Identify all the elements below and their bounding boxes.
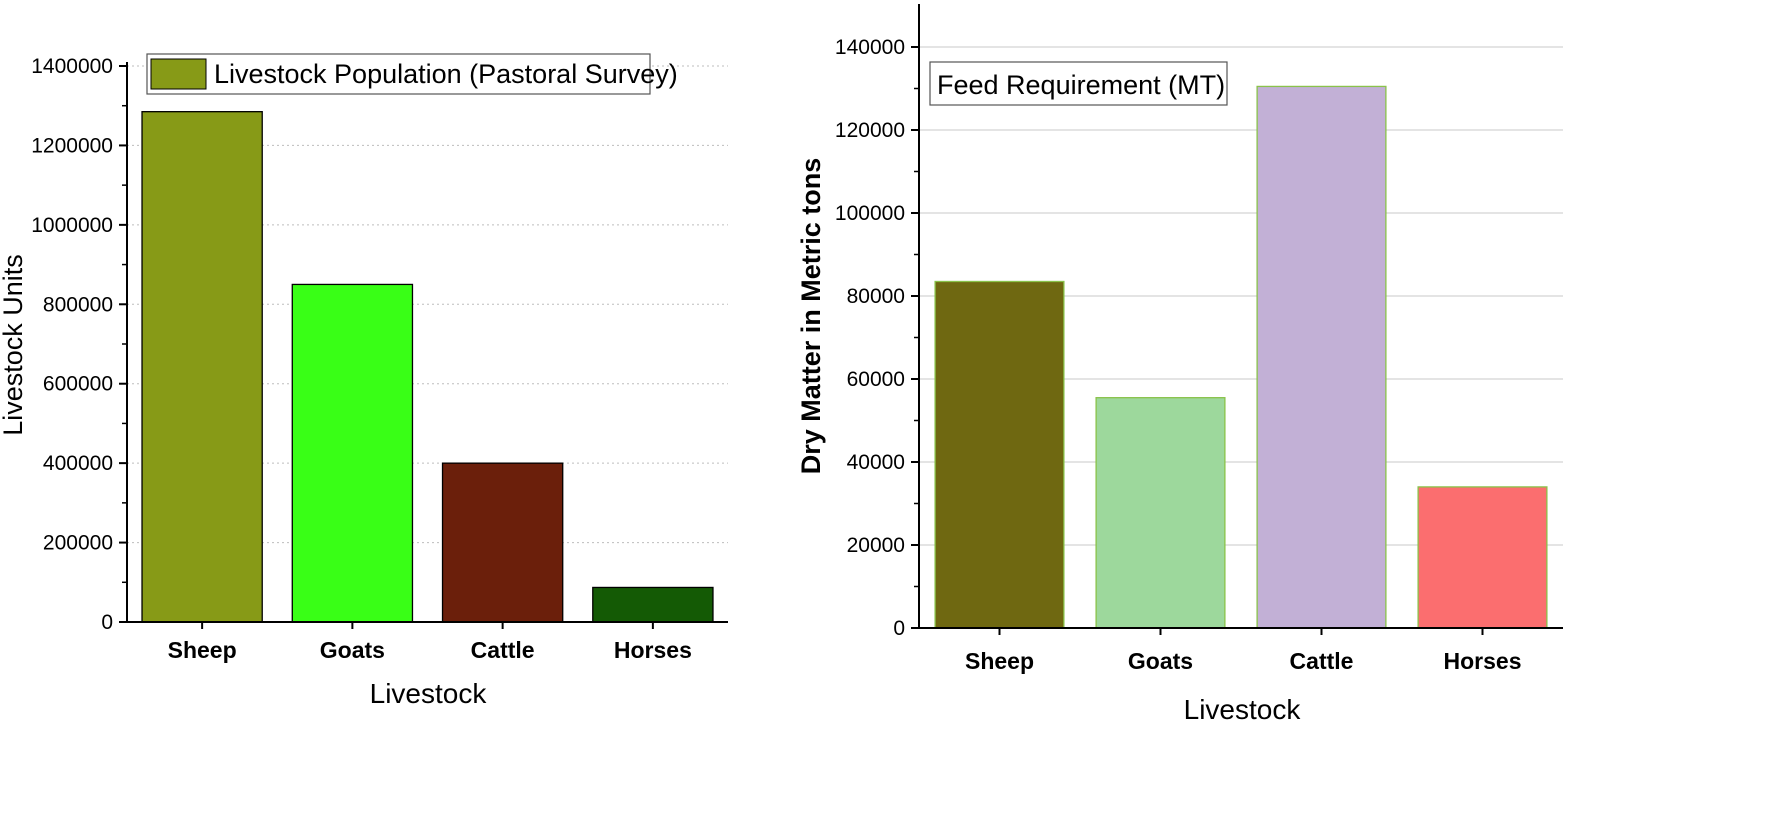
chart1-y-tick-label: 1400000 <box>31 55 113 78</box>
chart2-legend-label: Feed Requirement (MT) <box>937 70 1225 100</box>
chart2-y-tick-label: 0 <box>893 617 905 640</box>
chart2-bar-horses <box>1417 486 1548 629</box>
chart1-y-axis-label: Livestock Units <box>0 254 28 436</box>
chart2-y-tick-label: 100000 <box>835 202 905 225</box>
chart1-bar-goats <box>291 283 414 623</box>
chart1-y-tick-label: 600000 <box>43 373 113 396</box>
chart1-legend-label: Livestock Population (Pastoral Survey) <box>214 59 678 89</box>
chart1-y-tick-label: 400000 <box>43 452 113 475</box>
chart1-y-tick-label: 800000 <box>43 293 113 316</box>
chart1-y-ticks: 0 200000 400000 600000 800000 1000000 1200000 1… <box>31 55 127 634</box>
chart2-x-tick-label: Horses <box>1444 648 1522 674</box>
chart1-x-tick-label: Sheep <box>168 637 237 663</box>
chart1-x-tick-label: Cattle <box>471 637 535 663</box>
chart2-legend-box <box>929 61 1228 106</box>
chart1-y-tick-label: 0 <box>101 611 113 634</box>
chart2-bar-goats <box>1095 397 1226 629</box>
chart1-legend: Livestock Population (Pastoral Survey) <box>146 53 678 95</box>
chart1-bars <box>141 111 714 623</box>
chart2-y-tick-label: 40000 <box>847 451 905 474</box>
chart2-bars <box>934 85 1548 629</box>
chart1-y-tick-label: 1200000 <box>31 134 113 157</box>
chart1-bar-sheep <box>141 111 263 623</box>
chart2-x-axis-label: Livestock <box>1184 694 1302 725</box>
chart1-y-tick-label: 200000 <box>43 532 113 555</box>
chart1-y-tick-label: 1000000 <box>31 214 113 237</box>
chart2-bar-sheep <box>934 280 1065 629</box>
chart1-bar-cattle <box>441 462 564 623</box>
chart2-legend: Feed Requirement (MT) <box>929 61 1228 106</box>
chart2-y-tick-label: 60000 <box>847 368 905 391</box>
chart1-x-tick-label: Goats <box>320 637 385 663</box>
chart1-legend-box <box>146 53 651 95</box>
chart1-x-ticks: Sheep Goats Cattle Horses <box>168 622 692 663</box>
chart2-x-tick-label: Cattle <box>1290 648 1354 674</box>
chart2-y-ticks: 0 20000 40000 60000 80000 100000 120000 140000 <box>835 36 919 640</box>
chart1-x-tick-label: Horses <box>614 637 692 663</box>
chart2-x-tick-label: Sheep <box>965 648 1034 674</box>
chart2-bar-cattle <box>1256 85 1387 629</box>
chart1-legend-swatch <box>150 58 207 90</box>
chart2-y-axis-label: Dry Matter in Metric tons <box>796 158 826 475</box>
chart1-bar-horses <box>592 586 714 623</box>
chart2-x-tick-label: Goats <box>1128 648 1193 674</box>
chart2-y-tick-label: 80000 <box>847 285 905 308</box>
chart2-y-tick-label: 140000 <box>835 36 905 59</box>
chart1-x-axis-label: Livestock <box>370 678 488 709</box>
chart2: 020000400006000080000100000120000140000 … <box>796 4 1563 725</box>
chart2-y-tick-label: 20000 <box>847 534 905 557</box>
chart1: 0 200000 400000 600000 800000 1000000 1200000 1… <box>0 53 728 709</box>
chart2-x-ticks: Sheep Goats Cattle Horses <box>965 628 1522 674</box>
chart2-y-tick-label: 120000 <box>835 119 905 142</box>
